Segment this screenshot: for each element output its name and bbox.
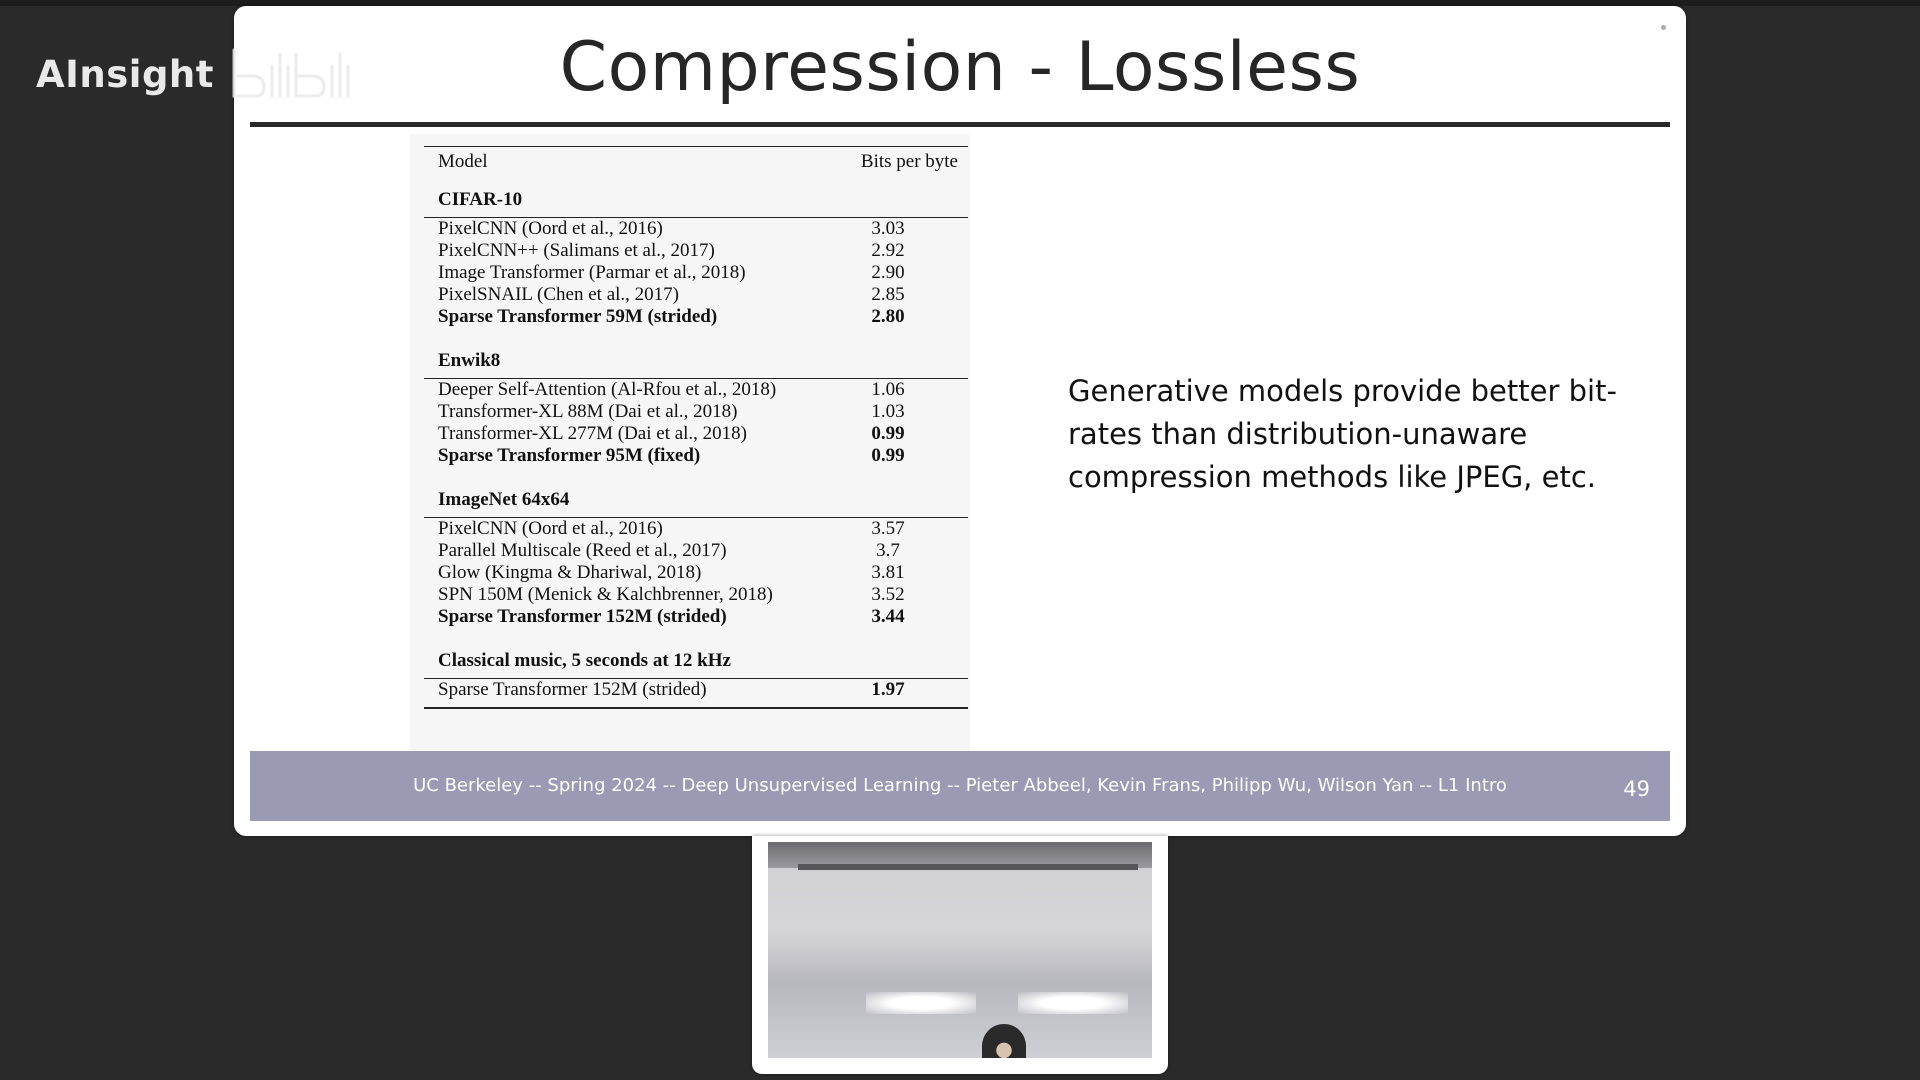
slide-title: Compression - Lossless — [559, 28, 1361, 107]
bits-per-byte-cell: 2.85 — [871, 284, 905, 305]
bits-per-byte-cell: 3.03 — [871, 218, 905, 239]
table-row: Transformer-XL 88M (Dai et al., 2018) 1.0… — [424, 401, 968, 423]
model-name-cell: PixelSNAIL (Chen et al., 2017) — [438, 284, 679, 305]
model-name-cell: Transformer-XL 277M (Dai et al., 2018) — [438, 423, 748, 444]
table-row: Transformer-XL 277M (Dai et al., 2018) 0.… — [424, 423, 968, 445]
watermark-brand: AInsight — [36, 52, 214, 96]
table-row: PixelCNN (Oord et al., 2016) 3.03 — [424, 218, 968, 241]
model-name-cell: PixelCNN (Oord et al., 2016) — [438, 218, 663, 239]
model-name-cell: Sparse Transformer 152M (strided) — [438, 606, 727, 627]
bits-per-byte-cell: 2.80 — [871, 306, 905, 327]
webcam-ceiling — [768, 842, 1152, 868]
webcam-person — [982, 1024, 1026, 1058]
results-table-image: Model Bits per byte CIFAR-10 PixelCNN (Oo… — [410, 134, 970, 758]
section-header-row: ImageNet 64x64 — [424, 479, 968, 518]
presentation-slide: Compression - Lossless Model Bits per by… — [234, 6, 1686, 836]
bilibili-logo-icon — [232, 48, 350, 98]
section-spacer — [424, 328, 968, 340]
model-name-cell: Transformer-XL 88M (Dai et al., 2018) — [438, 401, 738, 422]
results-table: Model Bits per byte CIFAR-10 PixelCNN (Oo… — [424, 146, 968, 709]
section-name: ImageNet 64x64 — [424, 479, 968, 518]
footer-text: UC Berkeley -- Spring 2024 -- Deep Unsup… — [413, 775, 1507, 796]
bits-per-byte-cell: 3.7 — [876, 540, 900, 561]
table-row: PixelSNAIL (Chen et al., 2017) 2.85 — [424, 284, 968, 306]
section-spacer — [424, 628, 968, 640]
model-name-cell: SPN 150M (Menick & Kalchbrenner, 2018) — [438, 584, 773, 605]
bits-per-byte-cell: 2.92 — [871, 240, 905, 261]
bits-per-byte-cell: 0.99 — [871, 423, 905, 444]
table-row: Sparse Transformer 152M (strided) 3.44 — [424, 606, 968, 628]
bits-per-byte-cell: 2.90 — [871, 262, 905, 283]
bits-per-byte-cell: 3.44 — [871, 606, 905, 627]
table-row: PixelCNN (Oord et al., 2016) 3.57 — [424, 518, 968, 541]
model-name-cell: Sparse Transformer 152M (strided) — [424, 678, 808, 709]
watermark: AInsight — [36, 48, 368, 100]
table-row: Sparse Transformer 95M (fixed) 0.99 — [424, 445, 968, 467]
table-row: Parallel Multiscale (Reed et al., 2017) 3… — [424, 540, 968, 562]
model-name-cell: Glow (Kingma & Dhariwal, 2018) — [438, 562, 702, 583]
table-row: PixelCNN++ (Salimans et al., 2017) 2.92 — [424, 240, 968, 262]
webcam-light — [1018, 992, 1128, 1014]
section-header-row: Classical music, 5 seconds at 12 kHz — [424, 640, 968, 679]
webcam-light — [866, 992, 976, 1014]
model-name-cell: Deeper Self-Attention (Al-Rfou et al., 2… — [438, 379, 777, 400]
model-name-cell: PixelCNN (Oord et al., 2016) — [438, 518, 663, 539]
table-row: Deeper Self-Attention (Al-Rfou et al., 2… — [424, 379, 968, 402]
model-name-cell: Image Transformer (Parmar et al., 2018) — [438, 262, 746, 283]
section-name: Classical music, 5 seconds at 12 kHz — [424, 640, 968, 679]
section-header-row: CIFAR-10 — [424, 179, 968, 218]
section-spacer — [424, 467, 968, 479]
bits-per-byte-cell: 3.81 — [871, 562, 905, 583]
slide-body-text: Generative models provide better bit-rat… — [1068, 374, 1617, 494]
table-row: SPN 150M (Menick & Kalchbrenner, 2018) 3.… — [424, 584, 968, 606]
section-name: CIFAR-10 — [424, 179, 968, 218]
header-bits-per-byte: Bits per byte — [860, 151, 958, 172]
bits-per-byte-cell: 3.52 — [871, 584, 905, 605]
bits-per-byte-cell: 1.97 — [808, 678, 968, 709]
bits-per-byte-cell: 3.57 — [871, 518, 905, 539]
section-name: Enwik8 — [424, 340, 968, 379]
model-name-cell: Sparse Transformer 59M (strided) — [438, 306, 718, 327]
webcam-feed-icon — [768, 842, 1152, 1058]
header-model: Model — [438, 151, 488, 172]
page-number: 49 — [1623, 777, 1650, 801]
webcam-panel — [752, 836, 1168, 1074]
title-rule — [250, 122, 1670, 127]
webcam-beam — [798, 864, 1138, 870]
model-name-cell: Sparse Transformer 95M (fixed) — [438, 445, 701, 466]
table-row: Sparse Transformer 59M (strided) 2.80 — [424, 306, 968, 328]
table-row: Sparse Transformer 152M (strided) 1.97 — [424, 678, 968, 709]
model-name-cell: PixelCNN++ (Salimans et al., 2017) — [438, 240, 715, 261]
bits-per-byte-cell: 0.99 — [871, 445, 905, 466]
slide-footer: UC Berkeley -- Spring 2024 -- Deep Unsup… — [250, 751, 1670, 821]
table-header-row: Model Bits per byte — [424, 146, 968, 180]
top-strip — [0, 0, 1920, 6]
table-row: Glow (Kingma & Dhariwal, 2018) 3.81 — [424, 562, 968, 584]
bits-per-byte-cell: 1.06 — [871, 379, 905, 400]
section-header-row: Enwik8 — [424, 340, 968, 379]
slide-dot — [1661, 25, 1666, 30]
bits-per-byte-cell: 1.03 — [871, 401, 905, 422]
table-row: Image Transformer (Parmar et al., 2018) 2… — [424, 262, 968, 284]
model-name-cell: Parallel Multiscale (Reed et al., 2017) — [438, 540, 727, 561]
